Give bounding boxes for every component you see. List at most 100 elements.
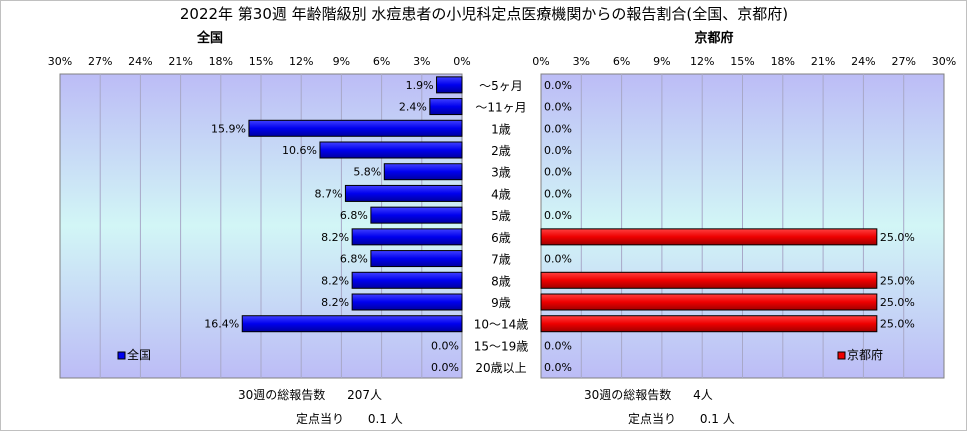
data-label-national: 6.8%	[340, 253, 368, 266]
category-label: 8歳	[491, 274, 511, 288]
category-label: 6歳	[491, 231, 511, 245]
data-label-kyoto: 0.0%	[544, 253, 572, 266]
data-label-national: 10.6%	[282, 144, 317, 157]
bar-kyoto	[540, 293, 878, 311]
category-label: 5歳	[491, 209, 511, 223]
data-label-national: 0.0%	[431, 361, 459, 374]
data-label-national: 6.8%	[340, 209, 368, 222]
data-label-national: 1.9%	[406, 79, 434, 92]
legend-swatch-kyoto	[837, 351, 846, 360]
panel-title-kyoto: 京都府	[694, 30, 733, 46]
footer-national-per-value: 0.1 人	[367, 412, 403, 426]
tick-label-kyoto: 6%	[613, 55, 630, 68]
bar-national	[241, 315, 463, 333]
category-label: 3歳	[491, 166, 511, 180]
data-label-kyoto: 25.0%	[880, 296, 915, 309]
tick-label-national: 0%	[453, 55, 470, 68]
data-label-national: 0.0%	[431, 339, 459, 352]
footer-national-total-value: 207人	[347, 388, 383, 402]
tick-label-kyoto: 9%	[653, 55, 670, 68]
tick-label-national: 12%	[289, 55, 313, 68]
tick-label-kyoto: 0%	[532, 55, 549, 68]
category-label: ～5ヶ月	[479, 79, 523, 93]
legend-label-national: 全国	[127, 347, 151, 362]
tick-label-kyoto: 21%	[811, 55, 835, 68]
bar-national	[370, 250, 463, 268]
data-label-kyoto: 0.0%	[544, 339, 572, 352]
bar-kyoto	[540, 315, 878, 333]
data-label-kyoto: 0.0%	[544, 166, 572, 179]
bar-national	[370, 206, 463, 224]
data-label-kyoto: 25.0%	[880, 274, 915, 287]
data-label-national: 8.2%	[321, 296, 349, 309]
category-label: 1歳	[491, 122, 511, 136]
footer-national-total: 30週の総報告数 207人	[238, 386, 382, 403]
footer-kyoto-total-label: 30週の総報告数	[584, 388, 672, 402]
tick-label-kyoto: 12%	[690, 55, 714, 68]
data-label-kyoto: 25.0%	[880, 231, 915, 244]
tick-label-national: 30%	[48, 55, 72, 68]
tick-label-kyoto: 15%	[730, 55, 754, 68]
bar-national	[429, 98, 463, 116]
legend-label-kyoto: 京都府	[847, 347, 883, 362]
bar-national	[351, 293, 463, 311]
bar-kyoto	[540, 271, 878, 289]
data-label-kyoto: 0.0%	[544, 144, 572, 157]
footer-kyoto-per-value: 0.1 人	[699, 412, 735, 426]
footer-national-per: 定点当り 0.1 人	[296, 410, 403, 427]
bar-national	[351, 271, 463, 289]
data-label-national: 2.4%	[399, 101, 427, 114]
footer-kyoto-total-value: 4人	[693, 388, 713, 402]
tick-label-kyoto: 30%	[932, 55, 956, 68]
tick-label-kyoto: 18%	[771, 55, 795, 68]
panel-title-national: 全国	[196, 30, 223, 46]
category-label: 9歳	[491, 296, 511, 310]
footer-kyoto-per-label: 定点当り	[628, 412, 677, 426]
category-label: 20歳以上	[475, 361, 526, 375]
tick-label-kyoto: 27%	[891, 55, 915, 68]
tick-label-national: 24%	[128, 55, 152, 68]
footer-national-per-label: 定点当り	[296, 412, 345, 426]
category-label: 2歳	[491, 144, 511, 158]
tick-label-kyoto: 3%	[573, 55, 590, 68]
data-label-national: 8.2%	[321, 274, 349, 287]
tick-label-national: 6%	[373, 55, 390, 68]
footer-kyoto-total: 30週の総報告数 4人	[584, 386, 713, 403]
category-label: 7歳	[491, 253, 511, 267]
tick-label-national: 3%	[413, 55, 430, 68]
category-label: ～11ヶ月	[475, 101, 526, 115]
bar-national	[319, 141, 463, 159]
data-label-kyoto: 0.0%	[544, 79, 572, 92]
bar-national	[248, 119, 463, 137]
bar-national	[344, 184, 463, 202]
tick-label-kyoto: 24%	[851, 55, 875, 68]
data-label-kyoto: 25.0%	[880, 318, 915, 331]
bar-national	[383, 163, 463, 181]
bar-national	[436, 76, 463, 94]
data-label-national: 5.8%	[353, 166, 381, 179]
chart-title: 2022年 第30週 年齢階級別 水痘患者の小児科定点医療機関からの報告割合(全…	[180, 5, 788, 23]
data-label-national: 8.2%	[321, 231, 349, 244]
tick-label-national: 27%	[88, 55, 112, 68]
footer-kyoto-per: 定点当り 0.1 人	[628, 410, 735, 427]
bar-national	[351, 228, 463, 246]
legend-swatch-national	[117, 351, 126, 360]
data-label-kyoto: 0.0%	[544, 122, 572, 135]
tick-label-national: 15%	[249, 55, 273, 68]
bar-kyoto	[540, 228, 878, 246]
data-label-national: 15.9%	[211, 122, 246, 135]
category-label: 4歳	[491, 187, 511, 201]
category-label: 15～19歳	[474, 339, 529, 353]
data-label-national: 16.4%	[204, 318, 239, 331]
data-label-national: 8.7%	[314, 187, 342, 200]
data-label-kyoto: 0.0%	[544, 361, 572, 374]
data-label-kyoto: 0.0%	[544, 187, 572, 200]
category-label: 10～14歳	[474, 318, 529, 332]
tick-label-national: 18%	[209, 55, 233, 68]
tick-label-national: 9%	[333, 55, 350, 68]
data-label-kyoto: 0.0%	[544, 101, 572, 114]
data-label-kyoto: 0.0%	[544, 209, 572, 222]
